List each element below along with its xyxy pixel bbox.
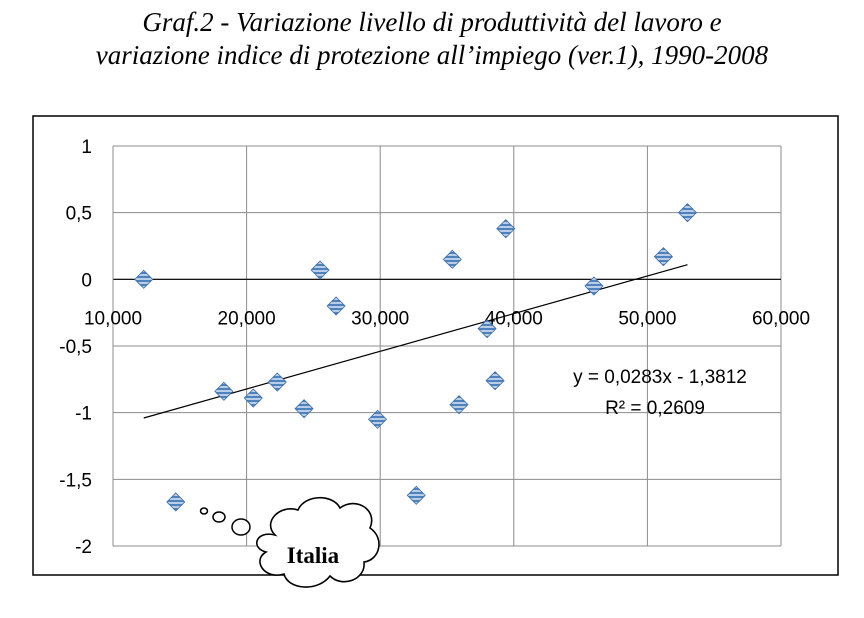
data-point — [584, 276, 604, 296]
y-tick-label: 0,5 — [66, 204, 92, 225]
data-point — [166, 492, 186, 512]
x-tick-label: 30,000 — [351, 308, 409, 329]
data-point — [653, 247, 673, 267]
data-point — [326, 296, 346, 316]
data-point — [267, 372, 287, 392]
chart-title-line-1: Graf.2 - Variazione livello di produttiv… — [142, 7, 722, 37]
y-tick-label: 0 — [81, 270, 92, 291]
x-tick-label: 40,000 — [485, 308, 543, 329]
x-tick-label: 10,000 — [84, 308, 142, 329]
chart-title-line-2: variazione indice di protezione all’impi… — [95, 40, 769, 70]
x-axis — [112, 146, 781, 546]
data-point — [367, 409, 388, 429]
data-point — [477, 319, 497, 339]
data-point — [294, 399, 314, 419]
x-tick-label: 20,000 — [218, 308, 276, 329]
callout-label-italia: Italia — [287, 543, 340, 568]
y-tick-label: -1 — [75, 404, 92, 425]
bubble-dot-small — [199, 507, 209, 515]
data-point — [134, 269, 154, 289]
data-point — [677, 203, 698, 223]
trendline-equation-box: y = 0,0283x - 1,3812 R² = 0,2609 — [573, 367, 747, 419]
data-point — [485, 371, 505, 391]
x-axis-tick-labels: 10,000 20,000 30,000 40,000 50,000 60,000 — [84, 308, 810, 329]
y-axis-tick-labels: 1 0,5 0 -0,5 -1 -1,5 -2 — [59, 137, 92, 558]
x-tick-label: 60,000 — [752, 308, 810, 329]
x-tick-label: 50,000 — [618, 308, 676, 329]
data-point — [442, 249, 462, 269]
data-points — [134, 203, 698, 512]
thought-cloud — [256, 496, 380, 588]
data-point — [214, 381, 234, 401]
y-tick-label: 1 — [81, 137, 92, 158]
y-tick-label: -1,5 — [59, 470, 92, 491]
trendline-equation: y = 0,0283x - 1,3812 — [573, 367, 747, 388]
data-point — [496, 219, 516, 239]
data-point — [310, 260, 330, 280]
y-tick-label: -0,5 — [59, 337, 92, 358]
bubble-dot-large — [231, 518, 251, 536]
chart-title-block: Graf.2 - Variazione livello di produttiv… — [0, 6, 864, 72]
trendline-r-squared: R² = 0,2609 — [605, 398, 705, 419]
data-point — [406, 485, 426, 505]
data-point — [449, 395, 469, 415]
bubble-dot-medium — [212, 511, 226, 523]
data-point — [243, 388, 263, 408]
italia-thought-bubble: Italia — [199, 496, 380, 588]
y-tick-label: -2 — [75, 537, 92, 558]
